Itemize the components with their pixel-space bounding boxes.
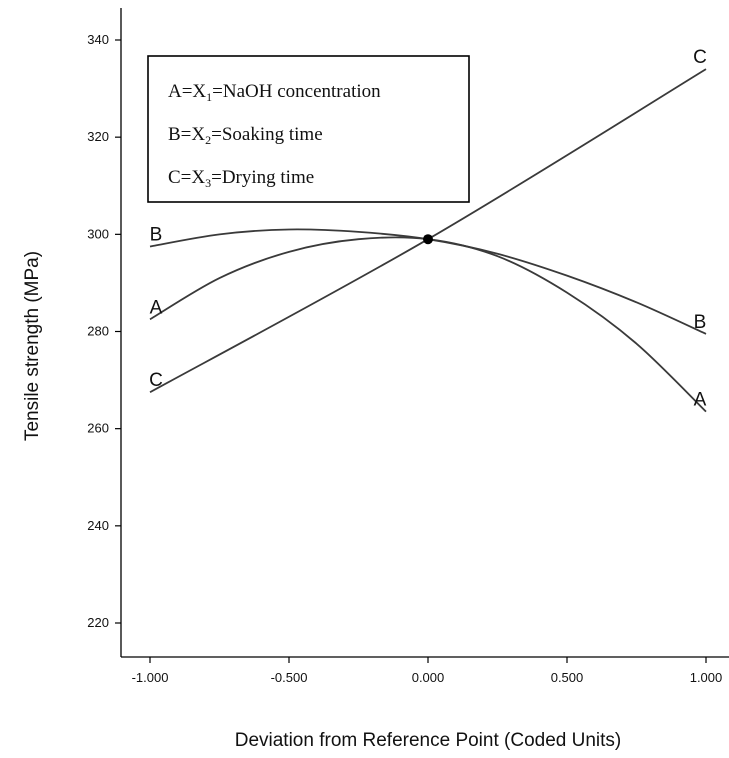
y-tick-label: 300	[87, 226, 109, 241]
reference-point-marker	[423, 234, 433, 245]
series-label-a-right: A	[694, 390, 707, 411]
x-tick-label: 1.000	[690, 670, 723, 685]
x-tick-label: -1.000	[132, 670, 169, 685]
series-label-c-right: C	[693, 47, 707, 68]
x-tick-label: 0.500	[551, 670, 584, 685]
series-label-a-left: A	[150, 297, 163, 318]
y-tick-label: 340	[87, 32, 109, 47]
series-line-a	[149, 236, 707, 413]
y-tick-label: 260	[87, 421, 109, 436]
legend-item: B=X2=Soaking time	[168, 124, 323, 147]
legend: A=X1=NaOH concentration B=X2=Soaking time…	[147, 55, 470, 203]
curve-labels: A A B B C C	[149, 47, 707, 411]
x-tick-label: -0.500	[271, 670, 308, 685]
legend-box	[147, 55, 470, 203]
legend-item: A=X1=NaOH concentration	[168, 81, 381, 104]
legend-item-description: =Drying time	[211, 167, 314, 188]
legend-item: C=X3=Drying time	[168, 167, 314, 190]
legend-item-description: =NaOH concentration	[212, 81, 381, 102]
legend-item-subscript: 3	[205, 176, 211, 190]
x-axis-title: Deviation from Reference Point (Coded Un…	[235, 730, 622, 751]
series-label-c-left: C	[149, 370, 163, 391]
series-label-b-right: B	[694, 312, 707, 333]
y-tick-label: 240	[87, 518, 109, 533]
axes: 220 240 260 280 300 320 340 -1.000 -0.500 0.000 0.…	[87, 8, 729, 685]
y-axis-title: Tensile strength (MPa)	[22, 251, 43, 441]
legend-item-subscript: 2	[205, 133, 211, 147]
y-tick-label: 320	[87, 129, 109, 144]
y-tick-label: 220	[87, 615, 109, 630]
legend-item-prefix: C=X	[168, 167, 205, 188]
series-label-b-left: B	[150, 224, 163, 245]
y-tick-label: 280	[87, 324, 109, 339]
series-line-b	[149, 228, 707, 335]
series-layer	[149, 68, 707, 413]
legend-item-prefix: A=X	[168, 81, 206, 102]
legend-item-prefix: B=X	[168, 124, 205, 145]
legend-item-subscript: 1	[206, 90, 212, 104]
legend-item-description: =Soaking time	[211, 124, 323, 145]
x-tick-label: 0.000	[412, 670, 445, 685]
